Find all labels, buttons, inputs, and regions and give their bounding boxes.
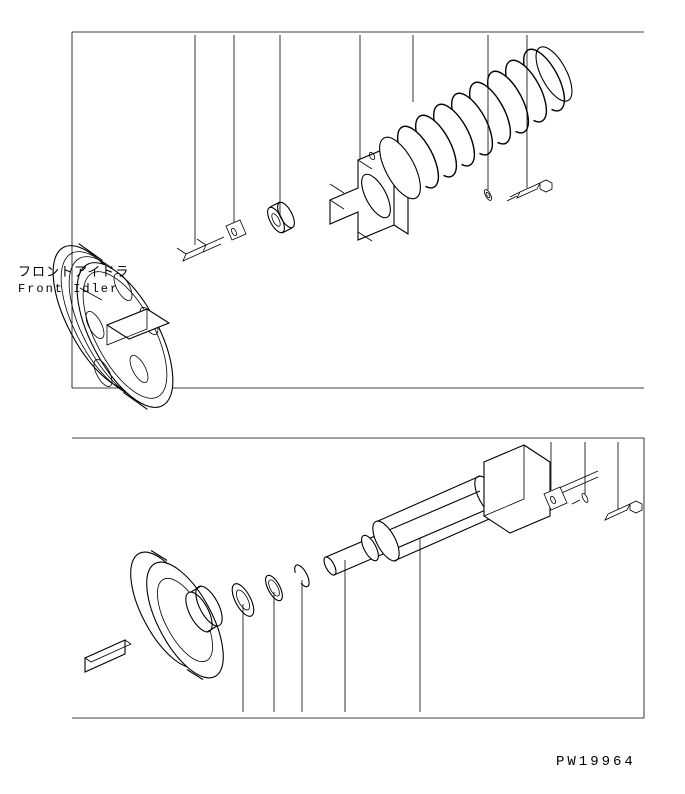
iso-ellipse — [581, 493, 589, 504]
cylinder-head-block — [484, 445, 550, 533]
iso-ellipse — [264, 205, 288, 235]
spring-coil — [488, 71, 529, 133]
front-idler-label-jp: フロントアイドラ — [18, 264, 129, 279]
iso-ellipse — [322, 555, 339, 577]
spring-coil — [524, 49, 565, 111]
spring-coil — [452, 93, 493, 155]
recoil-spring — [371, 42, 579, 205]
drawing-id: PW19964 — [556, 754, 636, 770]
iso-ellipse — [266, 578, 281, 597]
spring-coil — [434, 104, 475, 166]
spring-coil — [416, 115, 457, 177]
front-idler-wheel — [34, 232, 192, 422]
iso-ellipse — [483, 189, 493, 202]
fasteners-upper-right — [483, 180, 552, 201]
spring-coil — [506, 60, 547, 122]
front-idler-label-en: Front Idler — [18, 282, 119, 296]
cylinder-flange — [85, 541, 239, 689]
tension-cylinder — [322, 445, 598, 577]
iso-ellipse — [529, 42, 579, 107]
fasteners-lower-right — [544, 487, 642, 520]
spring-coil — [470, 82, 511, 144]
seal-rings — [228, 565, 309, 619]
